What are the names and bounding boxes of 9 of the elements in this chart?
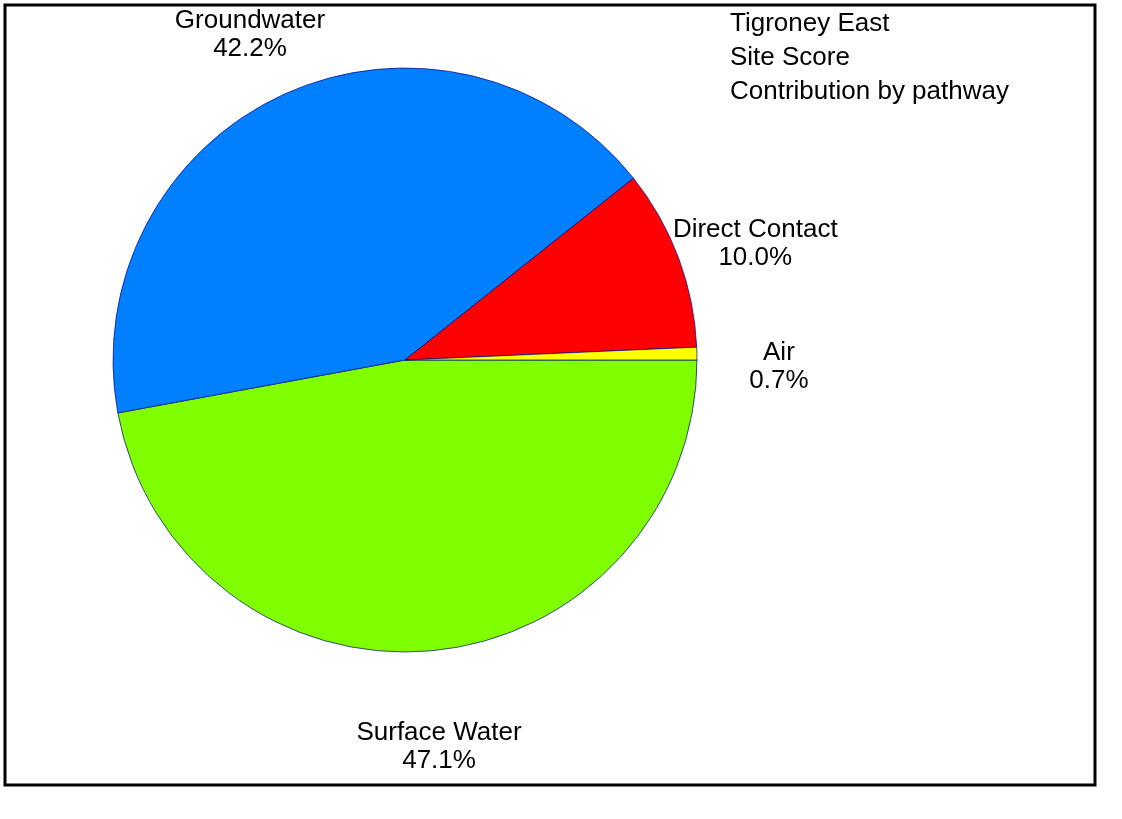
slice-label: Surface Water <box>356 716 522 747</box>
data-label: 42.2% <box>213 31 287 62</box>
slice-label: Groundwater <box>174 3 326 34</box>
data-label: 47.1% <box>402 744 476 775</box>
slice-label: Direct Contact <box>672 212 839 243</box>
text: Tigroney East Site Score Contribution by pathway <box>730 7 1009 105</box>
data-label: 10.0% <box>718 240 793 271</box>
data-label: 0.7% <box>749 363 809 394</box>
slice-label: Air <box>763 335 796 366</box>
